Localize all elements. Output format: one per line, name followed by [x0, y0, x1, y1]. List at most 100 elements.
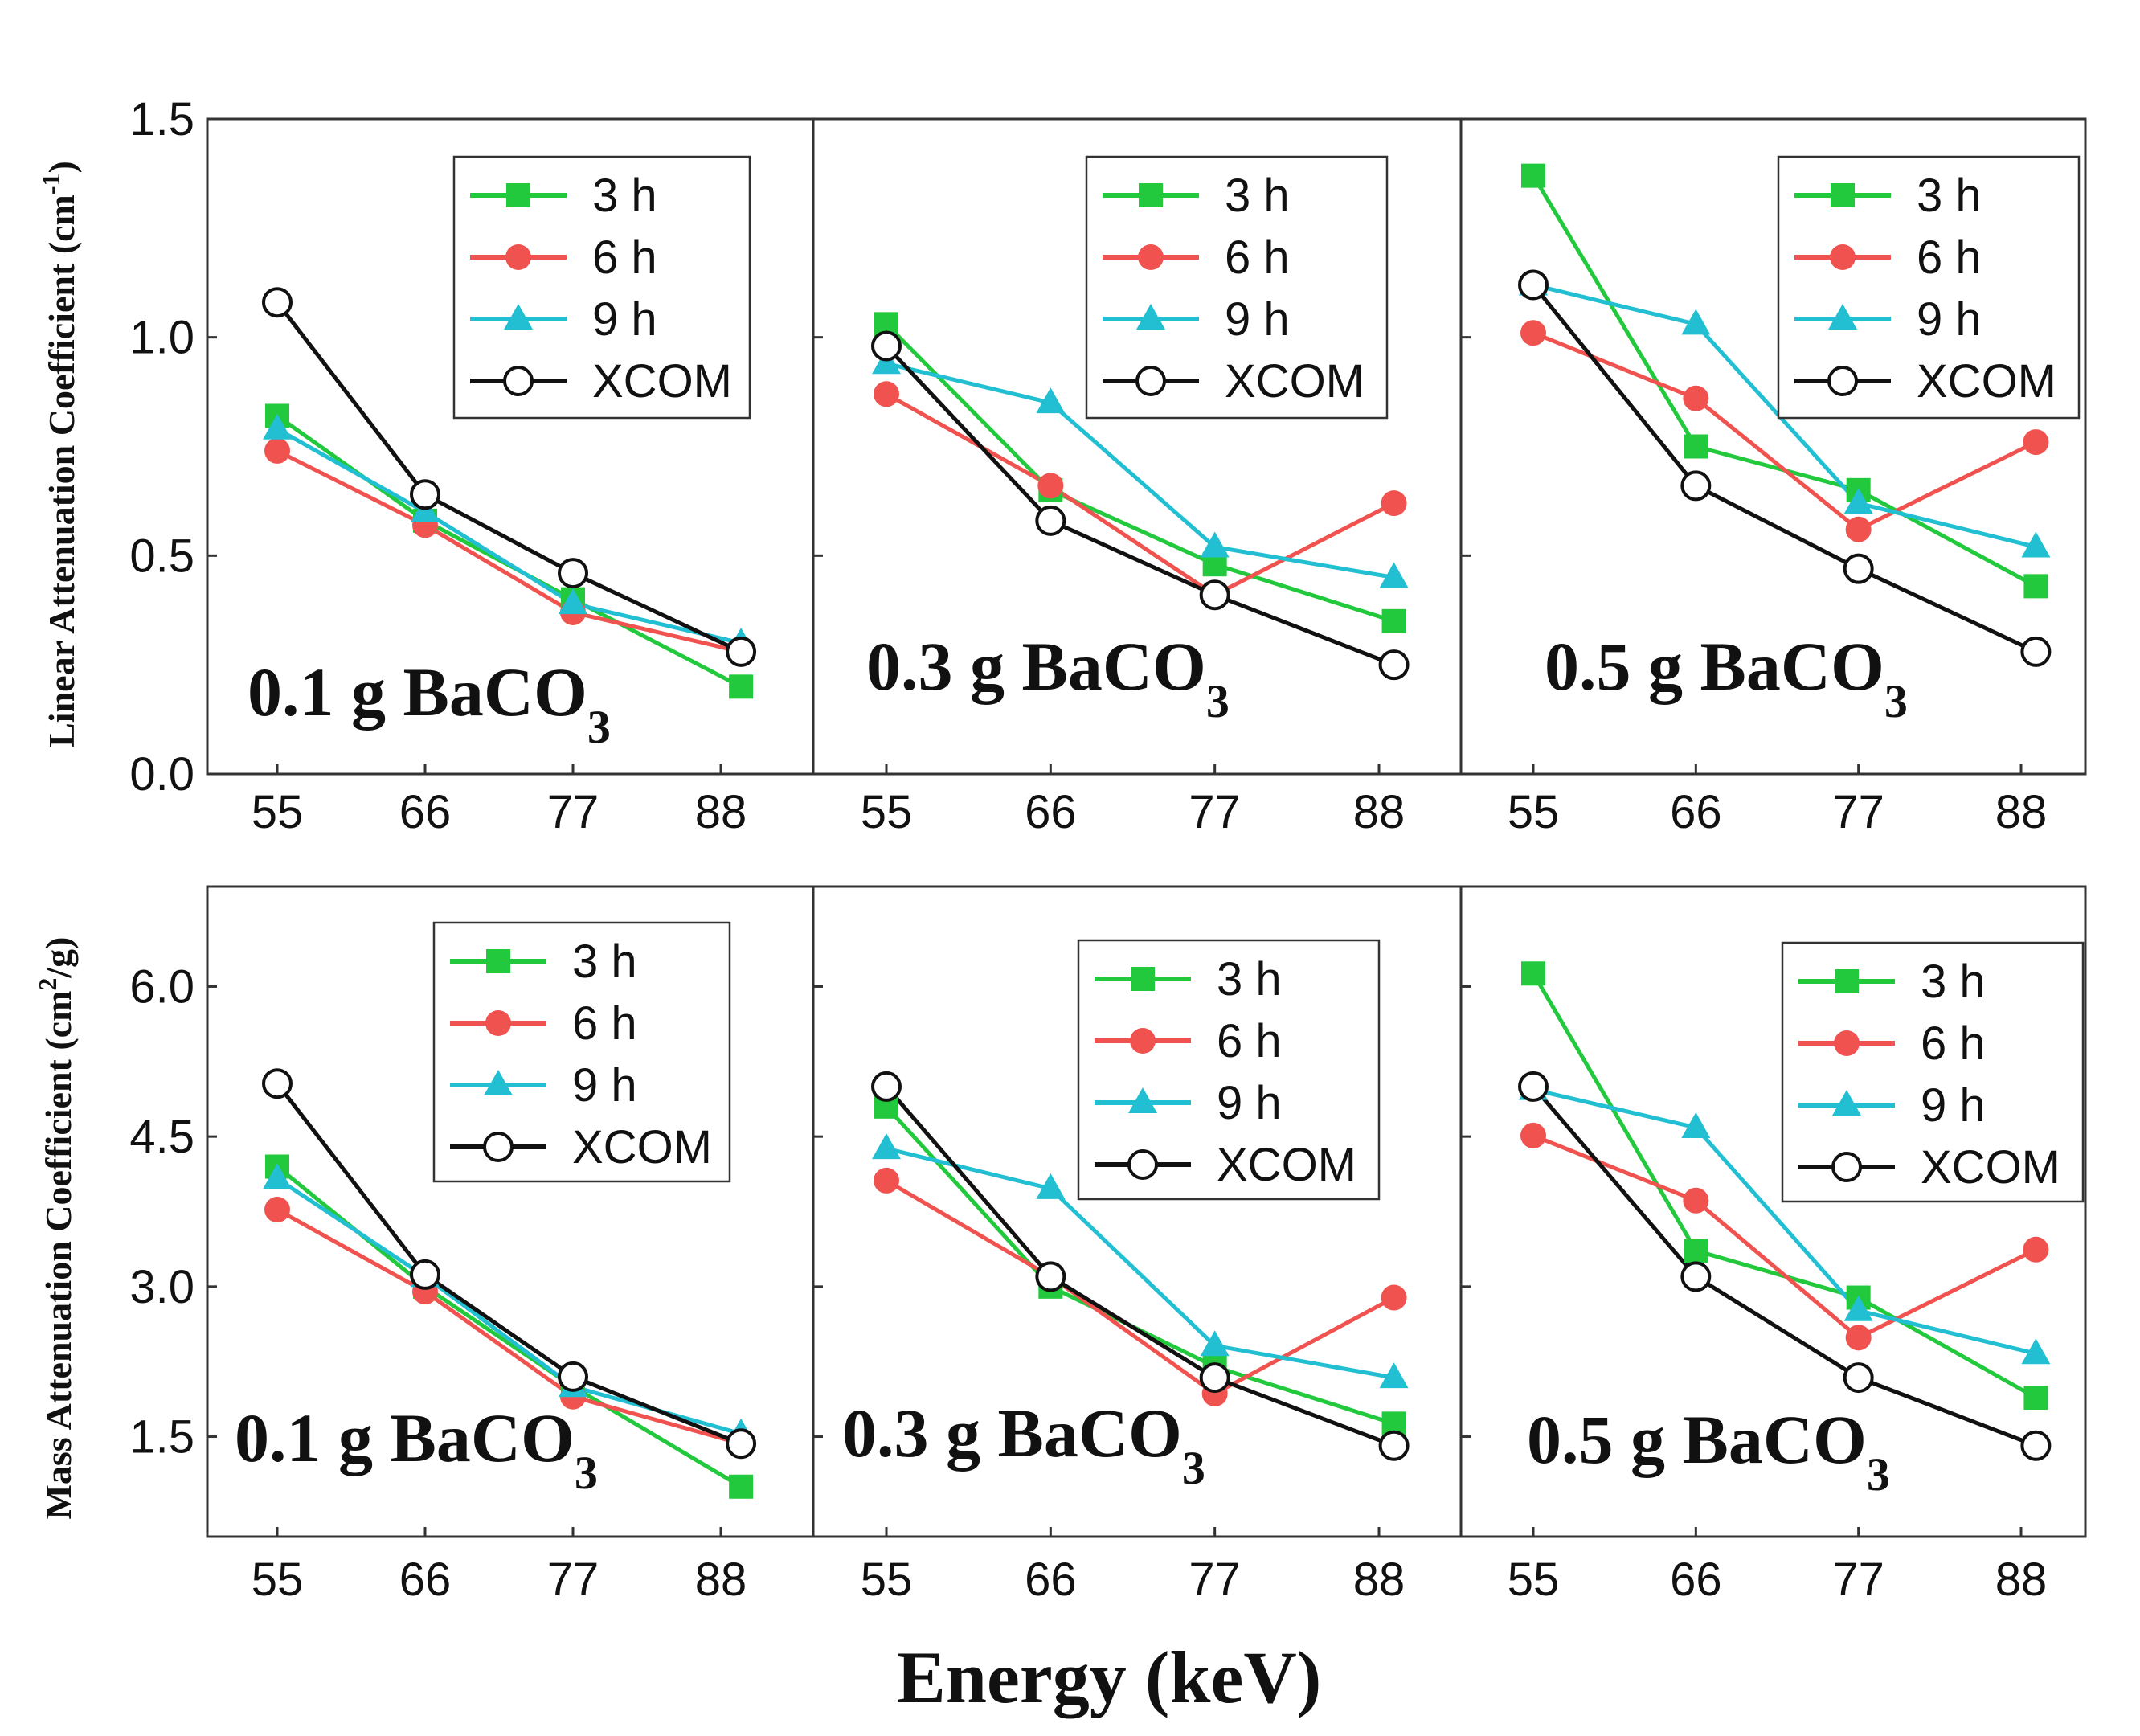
legend-marker	[1835, 969, 1859, 993]
data-point-6h	[1520, 1122, 1546, 1148]
legend-marker	[504, 304, 533, 330]
series-line-6h	[1532, 1133, 2037, 1340]
legend-marker	[1831, 183, 1855, 207]
data-point-9h	[263, 413, 292, 440]
legend-label: 9 h	[572, 1059, 637, 1112]
data-point-9h	[1681, 1112, 1711, 1138]
data-point-9h	[872, 1133, 901, 1160]
legend-marker	[1130, 1028, 1156, 1054]
data-point-9h	[1200, 531, 1230, 558]
data-point-6h	[1845, 516, 1872, 542]
legend-marker	[1834, 1030, 1860, 1056]
legend-label: 6 h	[1225, 231, 1290, 284]
panel-label: 0.1 g BaCO3	[248, 653, 611, 753]
series-line-9h	[886, 1146, 1395, 1380]
series-line-XCOM	[885, 344, 1395, 667]
panel-label-sub: 3	[1884, 675, 1908, 727]
data-point-XCOM	[2020, 636, 2052, 667]
x-tick-label: 88	[1353, 786, 1406, 838]
series-line-3h	[1531, 972, 2037, 1400]
legend-marker	[1828, 304, 1857, 330]
legend-marker	[1139, 183, 1163, 207]
x-tick-label: 55	[1508, 786, 1560, 838]
legend-marker	[1831, 1152, 1862, 1182]
data-point-6h	[2023, 1236, 2049, 1263]
data-point-3h	[1521, 961, 1545, 986]
data-point-XCOM	[726, 1428, 757, 1460]
data-point-6h	[264, 1197, 290, 1223]
legend-marker	[1136, 304, 1165, 330]
data-point-9h	[1379, 562, 1409, 588]
legend-marker	[483, 1132, 514, 1162]
legend-marker	[1138, 244, 1164, 270]
x-tick-label: 88	[1353, 1554, 1406, 1606]
series-line-6h	[276, 1207, 742, 1446]
ylabel-linear: Linear Attenuation Coefficient (cm-1)	[36, 161, 82, 747]
series-line-9h	[1532, 283, 2036, 549]
legend-label: XCOM	[592, 355, 732, 407]
legend-label: 3 h	[1217, 953, 1282, 1005]
data-point-XCOM	[1843, 553, 1874, 584]
data-point-XCOM	[1518, 269, 1549, 301]
legend-label: 9 h	[1217, 1077, 1282, 1129]
data-point-XCOM	[726, 636, 757, 667]
data-point-9h	[1036, 387, 1066, 414]
x-tick-label: 55	[1508, 1554, 1560, 1606]
legend-box	[1781, 941, 2085, 1203]
legend-label: 3 h	[1917, 170, 1982, 222]
y-tick-label: 1.0	[129, 312, 194, 364]
series-line-3h	[1531, 174, 2037, 588]
data-point-XCOM	[1843, 1362, 1874, 1394]
series-line-3h	[276, 414, 743, 689]
data-point-6h	[1381, 1284, 1407, 1311]
panel-label: 0.3 g BaCO3	[866, 628, 1230, 727]
legend-label: 6 h	[1921, 1017, 1986, 1070]
data-point-XCOM	[2020, 1430, 2052, 1461]
panel-label-sub: 3	[1867, 1448, 1890, 1501]
data-point-9h	[1681, 309, 1711, 335]
data-point-XCOM	[871, 330, 902, 362]
legend-marker	[1127, 1149, 1158, 1180]
x-tick-label: 77	[1832, 1554, 1884, 1606]
panel-label: 0.1 g BaCO3	[235, 1399, 598, 1499]
legend-label: XCOM	[1217, 1139, 1356, 1191]
y-tick-label: 0.0	[129, 748, 194, 800]
data-point-3h	[2023, 1385, 2048, 1410]
x-tick-label: 77	[1832, 786, 1884, 838]
legend-label: 3 h	[572, 936, 637, 988]
legend-marker	[486, 949, 510, 973]
x-tick-label: 88	[1995, 786, 2048, 838]
y-tick-label: 3.0	[129, 1261, 194, 1313]
data-point-6h	[1381, 490, 1407, 517]
series-line-3h	[885, 322, 1395, 624]
legend-box	[1077, 939, 1381, 1201]
data-point-3h	[2023, 574, 2048, 599]
x-tick-label: 77	[547, 1554, 599, 1606]
x-tick-label: 66	[399, 1554, 452, 1606]
y-tick-label: 6.0	[129, 960, 194, 1013]
x-tick-label: 66	[1670, 786, 1722, 838]
data-point-3h	[729, 674, 754, 699]
x-tick-label: 66	[399, 786, 452, 838]
data-point-XCOM	[558, 1361, 588, 1392]
panel-label-main: 0.3 g BaCO	[842, 1394, 1182, 1472]
ylabel-mass: Mass Attenuation Coefficient (cm2/g)	[33, 936, 79, 1519]
y-tick-label: 1.5	[129, 1411, 194, 1464]
data-point-3h	[1521, 163, 1545, 188]
data-point-6h	[264, 437, 290, 464]
data-point-6h	[874, 1167, 899, 1194]
panel-label-sub: 3	[575, 1447, 598, 1499]
legend-label: XCOM	[1917, 355, 2056, 407]
data-point-9h	[1379, 1362, 1409, 1389]
x-tick-label: 77	[1189, 1554, 1241, 1606]
data-point-XCOM	[1035, 1261, 1066, 1292]
legend-marker	[1128, 1087, 1157, 1113]
series-line-XCOM	[1532, 283, 2037, 654]
series-line-6h	[885, 1178, 1395, 1396]
data-point-XCOM	[1518, 1071, 1549, 1102]
data-point-XCOM	[1199, 1362, 1230, 1394]
panel-label: 0.5 g BaCO3	[1545, 628, 1908, 727]
legend-marker	[505, 244, 531, 270]
series-line-XCOM	[276, 301, 743, 654]
